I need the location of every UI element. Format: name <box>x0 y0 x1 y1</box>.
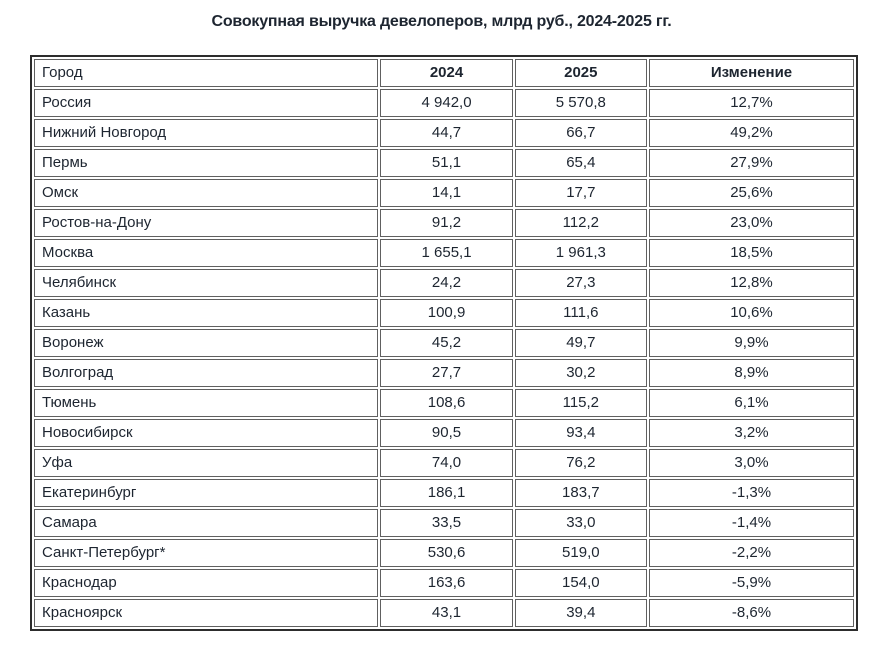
table-row: Тюмень 108,6 115,2 6,1% <box>34 389 854 417</box>
value-2024-cell: 24,2 <box>380 269 513 297</box>
change-cell: 23,0% <box>648 209 854 237</box>
column-header-city: Город <box>34 59 379 87</box>
value-2024-cell: 74,0 <box>380 449 513 477</box>
value-2025-cell: 93,4 <box>514 419 647 447</box>
value-2025-cell: 1 961,3 <box>514 239 647 267</box>
page-title: Совокупная выручка девелоперов, млрд руб… <box>211 13 672 30</box>
city-cell: Казань <box>34 299 379 327</box>
change-cell: -1,3% <box>648 479 854 507</box>
value-2025-cell: 112,2 <box>514 209 647 237</box>
value-2025-cell: 49,7 <box>514 329 647 357</box>
city-cell: Воронеж <box>34 329 379 357</box>
table-row: Воронеж 45,2 49,7 9,9% <box>34 329 854 357</box>
change-cell: -5,9% <box>648 569 854 597</box>
value-2025-cell: 33,0 <box>514 509 647 537</box>
column-header-2024: 2024 <box>380 59 513 87</box>
city-cell: Омск <box>34 179 379 207</box>
table-row: Краснодар 163,6 154,0 -5,9% <box>34 569 854 597</box>
table-row: Пермь 51,1 65,4 27,9% <box>34 149 854 177</box>
city-cell: Краснодар <box>34 569 379 597</box>
value-2025-cell: 27,3 <box>514 269 647 297</box>
value-2025-cell: 39,4 <box>514 599 647 627</box>
header-row: Город 2024 2025 Изменение <box>34 59 854 87</box>
city-cell: Москва <box>34 239 379 267</box>
table-row: Челябинск 24,2 27,3 12,8% <box>34 269 854 297</box>
city-cell: Екатеринбург <box>34 479 379 507</box>
table-row: Красноярск 43,1 39,4 -8,6% <box>34 599 854 627</box>
value-2024-cell: 45,2 <box>380 329 513 357</box>
city-cell: Челябинск <box>34 269 379 297</box>
city-cell: Пермь <box>34 149 379 177</box>
table-row: Екатеринбург 186,1 183,7 -1,3% <box>34 479 854 507</box>
city-cell: Ростов-на-Дону <box>34 209 379 237</box>
change-cell: 18,5% <box>648 239 854 267</box>
value-2025-cell: 76,2 <box>514 449 647 477</box>
change-cell: 10,6% <box>648 299 854 327</box>
value-2024-cell: 51,1 <box>380 149 513 177</box>
table-row: Нижний Новгород 44,7 66,7 49,2% <box>34 119 854 147</box>
city-cell: Уфа <box>34 449 379 477</box>
table-body: Россия 4 942,0 5 570,8 12,7% Нижний Новгород… <box>34 89 854 627</box>
value-2025-cell: 17,7 <box>514 179 647 207</box>
change-cell: 12,8% <box>648 269 854 297</box>
table-row: Новосибирск 90,5 93,4 3,2% <box>34 419 854 447</box>
table-row: Москва 1 655,1 1 961,3 18,5% <box>34 239 854 267</box>
table-row: Россия 4 942,0 5 570,8 12,7% <box>34 89 854 117</box>
table-row: Санкт-Петербург* 530,6 519,0 -2,2% <box>34 539 854 567</box>
change-cell: -8,6% <box>648 599 854 627</box>
value-2025-cell: 30,2 <box>514 359 647 387</box>
value-2025-cell: 115,2 <box>514 389 647 417</box>
value-2024-cell: 100,9 <box>380 299 513 327</box>
value-2024-cell: 4 942,0 <box>380 89 513 117</box>
value-2024-cell: 186,1 <box>380 479 513 507</box>
value-2025-cell: 66,7 <box>514 119 647 147</box>
change-cell: 3,2% <box>648 419 854 447</box>
value-2024-cell: 1 655,1 <box>380 239 513 267</box>
change-cell: 12,7% <box>648 89 854 117</box>
value-2025-cell: 183,7 <box>514 479 647 507</box>
table-row: Омск 14,1 17,7 25,6% <box>34 179 854 207</box>
change-cell: -1,4% <box>648 509 854 537</box>
value-2024-cell: 27,7 <box>380 359 513 387</box>
value-2024-cell: 108,6 <box>380 389 513 417</box>
change-cell: 27,9% <box>648 149 854 177</box>
change-cell: 49,2% <box>648 119 854 147</box>
value-2024-cell: 530,6 <box>380 539 513 567</box>
value-2025-cell: 154,0 <box>514 569 647 597</box>
city-cell: Новосибирск <box>34 419 379 447</box>
city-cell: Нижний Новгород <box>34 119 379 147</box>
value-2024-cell: 91,2 <box>380 209 513 237</box>
change-cell: 3,0% <box>648 449 854 477</box>
value-2025-cell: 5 570,8 <box>514 89 647 117</box>
table-row: Ростов-на-Дону 91,2 112,2 23,0% <box>34 209 854 237</box>
column-header-2025: 2025 <box>514 59 647 87</box>
value-2024-cell: 33,5 <box>380 509 513 537</box>
change-cell: 25,6% <box>648 179 854 207</box>
city-cell: Самара <box>34 509 379 537</box>
table-row: Самара 33,5 33,0 -1,4% <box>34 509 854 537</box>
value-2024-cell: 14,1 <box>380 179 513 207</box>
change-cell: 8,9% <box>648 359 854 387</box>
city-cell: Красноярск <box>34 599 379 627</box>
table-row: Казань 100,9 111,6 10,6% <box>34 299 854 327</box>
value-2024-cell: 163,6 <box>380 569 513 597</box>
change-cell: 9,9% <box>648 329 854 357</box>
city-cell: Волгоград <box>34 359 379 387</box>
city-cell: Россия <box>34 89 379 117</box>
city-cell: Санкт-Петербург* <box>34 539 379 567</box>
table-row: Волгоград 27,7 30,2 8,9% <box>34 359 854 387</box>
column-header-change: Изменение <box>648 59 854 87</box>
developers-revenue-table: Город 2024 2025 Изменение Россия 4 942,0 5… <box>30 55 858 631</box>
table-row: Уфа 74,0 76,2 3,0% <box>34 449 854 477</box>
value-2025-cell: 65,4 <box>514 149 647 177</box>
value-2024-cell: 90,5 <box>380 419 513 447</box>
value-2025-cell: 519,0 <box>514 539 647 567</box>
value-2025-cell: 111,6 <box>514 299 647 327</box>
value-2024-cell: 43,1 <box>380 599 513 627</box>
change-cell: -2,2% <box>648 539 854 567</box>
city-cell: Тюмень <box>34 389 379 417</box>
value-2024-cell: 44,7 <box>380 119 513 147</box>
change-cell: 6,1% <box>648 389 854 417</box>
